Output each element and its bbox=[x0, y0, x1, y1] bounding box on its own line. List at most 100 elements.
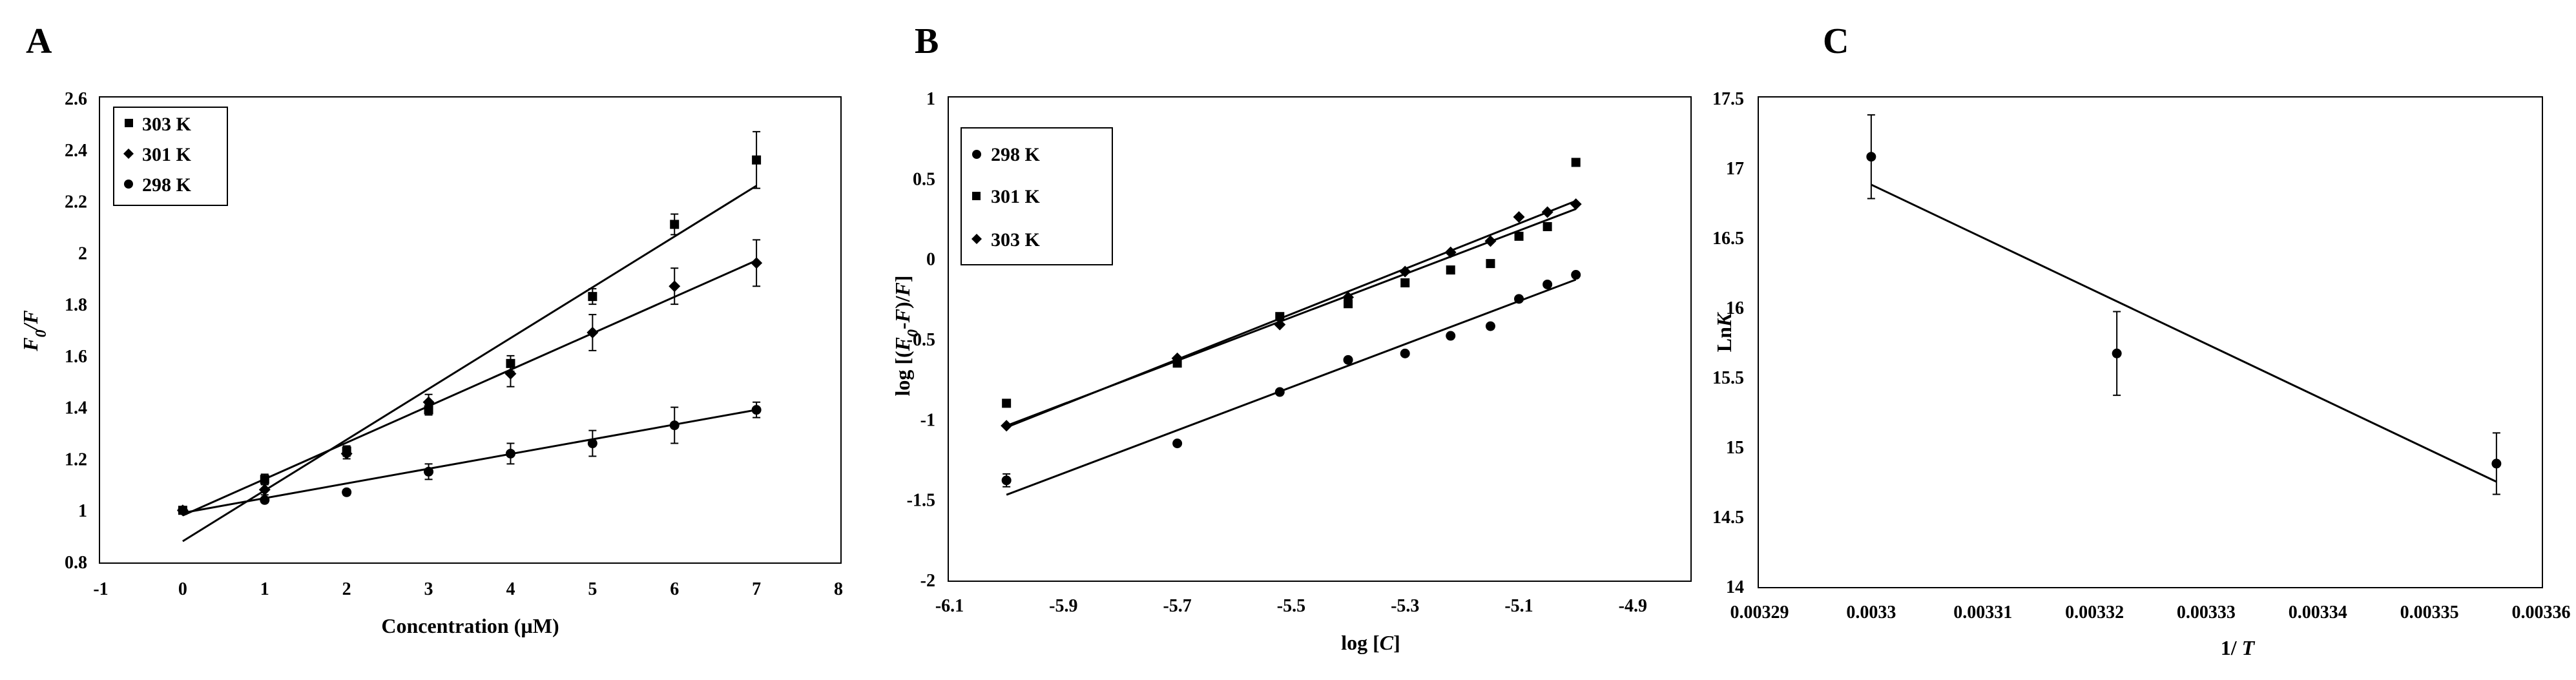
panel-b-x-axis-title: log [C] bbox=[1341, 631, 1400, 654]
panel-b-point-298k bbox=[1274, 387, 1285, 397]
panel-b-fit-line-298k bbox=[1006, 278, 1577, 496]
panel-a-letter: A bbox=[26, 21, 52, 61]
panel-b-y-tick-label: 1 bbox=[926, 89, 935, 109]
panel-a-point-301k bbox=[340, 448, 353, 460]
panel-b-point-298k bbox=[1542, 279, 1553, 289]
panel-b-point-298k bbox=[1571, 270, 1581, 280]
panel-a-x-tick-label: 4 bbox=[506, 579, 515, 599]
panel-b-point-303k bbox=[1342, 291, 1355, 304]
panel-a-point-303k bbox=[588, 292, 597, 302]
panel-a-fit-lines bbox=[182, 185, 757, 542]
panel-c-x-axis-title: 1/ T bbox=[2221, 636, 2256, 659]
panel-a-y-tick-label: 2.6 bbox=[65, 89, 87, 109]
panel-c-y-tick-label: 15.5 bbox=[1712, 368, 1744, 388]
panel-c-y-axis-title-part-2: K bbox=[1712, 311, 1736, 327]
panel-b-point-298k bbox=[1485, 321, 1495, 331]
panel-a-legend-label-298k: 298 K bbox=[142, 174, 192, 196]
panel-b-point-303k bbox=[1541, 206, 1553, 218]
panel-a-data-points bbox=[176, 155, 763, 517]
panel-b: B -6.1 -5.9 -5.7 -5.5 -5.3 -5.1 -4.9-2-1.5-1-0… bbox=[891, 21, 1692, 654]
panel-b-point-303k bbox=[1513, 211, 1525, 223]
panel-c-x-tick-label: 0.00333 bbox=[2177, 603, 2236, 623]
panel-a-y-axis-title-part-3: /F bbox=[19, 310, 42, 331]
panel-a-x-tick-label: -1 bbox=[93, 579, 108, 599]
panel-a-legend-marker-303k bbox=[125, 119, 133, 127]
panel-b-point-303k bbox=[1171, 352, 1183, 364]
panel-b-point-301k bbox=[1002, 398, 1012, 408]
panel-a-point-303k bbox=[752, 155, 762, 165]
panel-b-y-tick-label: -0.5 bbox=[907, 330, 935, 350]
panel-b-letter: B bbox=[915, 21, 939, 61]
panel-a-y-tick-label: 1.2 bbox=[65, 449, 87, 469]
panel-a-y-tick-label: 1 bbox=[78, 501, 87, 521]
panel-a-point-301k bbox=[587, 326, 599, 338]
panel-b-point-301k bbox=[1571, 158, 1581, 167]
panel-a-legend-marker-298k bbox=[124, 180, 133, 189]
panel-a-fit-line-301k bbox=[182, 259, 757, 517]
panel-c-x-tick-label: 0.00332 bbox=[2065, 603, 2124, 623]
panel-a-y-axis-title-part-2: 0 bbox=[33, 329, 50, 337]
panel-a-x-tick-label: 3 bbox=[424, 579, 433, 599]
panel-c-y-tick-label: 17 bbox=[1726, 159, 1744, 179]
panel-c-data-points bbox=[1866, 152, 2502, 469]
panel-b-y-tick-label: -2 bbox=[920, 571, 935, 591]
panel-a-point-303k bbox=[260, 475, 269, 484]
panel-a-plot-frame bbox=[99, 96, 842, 564]
panel-b-y-tick-label: -1 bbox=[920, 410, 935, 430]
panel-b-y-axis-title-part-5: F bbox=[891, 309, 914, 323]
panel-a-x-tick-label: 5 bbox=[588, 579, 597, 599]
panel-b-y-axis-title-part-6: )/ bbox=[891, 295, 914, 309]
panel-c-x-tick-label: 0.00335 bbox=[2400, 603, 2459, 623]
panel-a-y-tick-label: 2 bbox=[78, 243, 87, 263]
panel-c-x-tick-label: 0.00334 bbox=[2289, 603, 2347, 623]
panel-a-x-tick-label: 8 bbox=[834, 579, 843, 599]
panel-b-point-298k bbox=[1172, 438, 1183, 449]
panel-a-point-298k bbox=[669, 420, 680, 431]
panel-b-y-axis-title-part-7: F bbox=[891, 282, 914, 296]
panel-a-ticks: -1 0 1 2 3 4 5 6 7 8 0.8 1 1.2 1.4 1.6 1.8 2 2.2 2.4 2.6 bbox=[65, 89, 843, 599]
panel-a-x-tick-label: 6 bbox=[670, 579, 679, 599]
panel-b-point-301k bbox=[1400, 278, 1410, 287]
panel-a-error-bars bbox=[178, 130, 761, 514]
panel-b-point-303k bbox=[1001, 420, 1013, 432]
panel-b-point-301k bbox=[1542, 222, 1552, 231]
panel-a-point-301k bbox=[258, 484, 271, 496]
panel-a-x-tick-label: 1 bbox=[260, 579, 269, 599]
panel-c-x-axis-title-part-2: T bbox=[2242, 636, 2256, 659]
panel-a-fit-line-303k bbox=[182, 185, 757, 542]
panel-a-point-303k bbox=[506, 358, 515, 368]
panel-a-y-tick-label: 1.6 bbox=[65, 347, 87, 367]
panel-a-legend-label-301k: 301 K bbox=[142, 144, 192, 165]
panel-b-point-303k bbox=[1399, 265, 1411, 278]
panel-b-legend: 298 K 301 K 303 K bbox=[961, 127, 1113, 265]
panel-a-y-tick-label: 1.4 bbox=[65, 398, 87, 418]
panel-b-x-tick-label: -4.9 bbox=[1619, 596, 1647, 616]
panel-a-y-axis-title-part-1: F bbox=[19, 337, 42, 351]
panel-c-y-tick-label: 17.5 bbox=[1712, 89, 1744, 109]
panel-b-y-tick-label: 0.5 bbox=[913, 169, 935, 189]
panel-b-point-301k bbox=[1344, 299, 1353, 309]
panel-a-point-298k bbox=[424, 466, 434, 477]
panel-b-legend-label-303k: 303 K bbox=[991, 229, 1041, 251]
panel-c-plot-area bbox=[1760, 98, 2541, 586]
panel-a-point-298k bbox=[751, 405, 762, 415]
panel-b-y-axis-title: log [(F0-F)/F] bbox=[891, 275, 922, 396]
panel-b-x-tick-label: -5.1 bbox=[1504, 596, 1533, 616]
panel-a-point-303k bbox=[670, 220, 680, 229]
panel-a-y-tick-label: 2.2 bbox=[65, 192, 87, 212]
panel-b-y-axis-title-part-1: log [( bbox=[891, 351, 914, 396]
panel-b-point-301k bbox=[1446, 265, 1455, 275]
panel-c-fit-line-series-1 bbox=[1871, 183, 2497, 483]
panel-c-y-tick-label: 14.5 bbox=[1712, 508, 1744, 528]
panel-b-point-303k bbox=[1274, 318, 1286, 331]
panel-c-y-tick-label: 14 bbox=[1726, 577, 1744, 597]
panel-b-point-298k bbox=[1514, 294, 1524, 304]
panel-b-point-298k bbox=[1001, 475, 1012, 486]
panel-a-fit-line-298k bbox=[182, 409, 757, 514]
panel-a-point-298k bbox=[587, 438, 597, 449]
panel-b-point-301k bbox=[1514, 231, 1524, 241]
panel-c-y-axis-title-part-1: Ln bbox=[1712, 327, 1736, 352]
panel-a-point-303k bbox=[424, 405, 433, 415]
panel-a-y-tick-label: 0.8 bbox=[65, 553, 87, 573]
